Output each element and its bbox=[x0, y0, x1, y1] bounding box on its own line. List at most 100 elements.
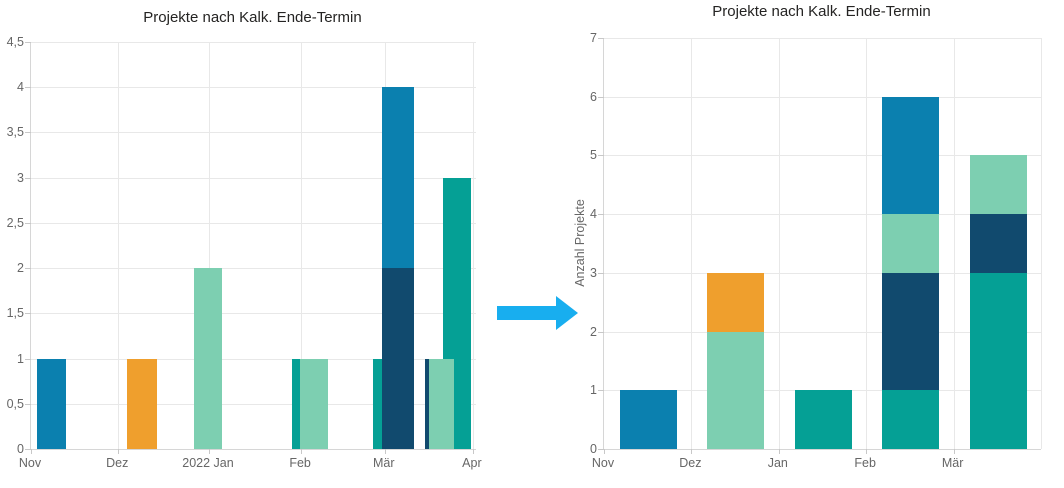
y-gridline bbox=[31, 177, 476, 179]
y-tick-label: 0 bbox=[590, 441, 597, 456]
x-tick-label: Jan bbox=[767, 456, 788, 470]
y-tick-mark bbox=[25, 358, 31, 360]
y-tick-mark bbox=[598, 449, 604, 450]
y-tick-mark bbox=[598, 155, 604, 157]
y-tick-label: 3 bbox=[17, 170, 24, 185]
y-gridline bbox=[31, 403, 476, 405]
y-gridline bbox=[31, 358, 476, 360]
x-gridline bbox=[866, 38, 868, 449]
x-tick-mark bbox=[118, 449, 120, 454]
x-tick-mark bbox=[472, 449, 474, 454]
bar-segment[interactable] bbox=[425, 358, 430, 449]
x-tick-mark bbox=[691, 449, 693, 454]
x-tick-label: Feb bbox=[289, 456, 311, 470]
transform-arrow-icon bbox=[497, 296, 578, 330]
x-gridline bbox=[472, 42, 474, 449]
x-tick-label: Nov bbox=[591, 456, 615, 470]
y-tick-mark bbox=[25, 403, 31, 405]
y-tick-label: 4 bbox=[17, 79, 24, 94]
x-tick-mark bbox=[604, 449, 605, 454]
x-tick-mark bbox=[301, 449, 303, 454]
y-tick-mark bbox=[25, 132, 31, 134]
x-tick-mark bbox=[953, 449, 955, 454]
y-tick-mark bbox=[25, 87, 31, 89]
stacked-bar-segment[interactable] bbox=[882, 214, 940, 273]
stacked-bar-segment[interactable] bbox=[619, 390, 677, 449]
stacked-bar-segment[interactable] bbox=[707, 331, 765, 449]
y-gridline bbox=[31, 222, 476, 224]
right-plot-area bbox=[598, 38, 1042, 454]
stacked-bar-segment[interactable] bbox=[882, 96, 940, 215]
y-tick-mark bbox=[25, 449, 31, 450]
stacked-bar-segment[interactable] bbox=[794, 390, 852, 449]
x-tick-label: 2022 Jan bbox=[182, 456, 234, 470]
y-tick-mark bbox=[25, 313, 31, 315]
stacked-bar-segment[interactable] bbox=[882, 272, 940, 391]
arrow-shaft bbox=[497, 306, 556, 320]
x-gridline bbox=[209, 42, 210, 449]
x-gridline bbox=[1041, 38, 1042, 449]
y-tick-label: 4 bbox=[590, 206, 597, 221]
x-tick-label: Nov bbox=[18, 456, 42, 470]
x-tick-label: Dez bbox=[106, 456, 129, 470]
x-gridline bbox=[118, 42, 120, 449]
y-gridline bbox=[604, 96, 1041, 98]
x-tick-mark bbox=[31, 449, 32, 454]
x-gridline bbox=[301, 42, 303, 449]
y-tick-label: 3,5 bbox=[6, 125, 24, 140]
stacked-bar-segment[interactable] bbox=[882, 390, 940, 449]
y-gridline bbox=[604, 155, 1041, 157]
y-gridline bbox=[31, 87, 476, 89]
bar-segment[interactable] bbox=[127, 358, 157, 449]
left-chart: Projekte nach Kalk. Ende-Termin 0 0,5 1 1,5… bbox=[0, 0, 530, 488]
stacked-bar-segment[interactable] bbox=[707, 272, 765, 332]
x-tick-mark bbox=[384, 449, 386, 454]
x-tick-label: Feb bbox=[854, 456, 876, 470]
y-tick-label: 4,5 bbox=[6, 34, 24, 49]
left-y-axis-labels: 0 0,5 1 1,5 2 2,5 3 3,5 4 4,5 bbox=[0, 36, 24, 455]
y-tick-label: 1 bbox=[590, 383, 597, 398]
y-tick-mark bbox=[598, 96, 604, 98]
bar-segment[interactable] bbox=[429, 358, 454, 449]
right-x-axis-labels: Nov Dez Jan Feb Mär bbox=[592, 456, 1040, 474]
y-tick-mark bbox=[598, 272, 604, 274]
y-gridline bbox=[31, 313, 476, 315]
y-tick-mark bbox=[598, 214, 604, 216]
y-gridline bbox=[31, 42, 476, 43]
x-tick-mark bbox=[778, 449, 780, 454]
bar-segment[interactable] bbox=[300, 358, 329, 449]
y-gridline bbox=[31, 132, 476, 134]
y-tick-mark bbox=[25, 268, 31, 270]
y-tick-mark bbox=[25, 222, 31, 224]
bar-segment[interactable] bbox=[291, 358, 300, 449]
bar-segment[interactable] bbox=[382, 268, 415, 449]
y-tick-label: 2,5 bbox=[6, 215, 24, 230]
y-gridline bbox=[31, 268, 476, 270]
bar-segment[interactable] bbox=[193, 268, 222, 449]
y-tick-label: 0,5 bbox=[6, 396, 24, 411]
stacked-bar-segment[interactable] bbox=[969, 214, 1027, 273]
x-tick-label: Apr bbox=[462, 456, 482, 470]
y-tick-mark bbox=[25, 177, 31, 179]
stacked-bar-segment[interactable] bbox=[969, 272, 1027, 449]
y-tick-label: 1,5 bbox=[6, 306, 24, 321]
x-gridline bbox=[953, 38, 955, 449]
x-tick-label: Mär bbox=[941, 456, 964, 470]
y-gridline bbox=[604, 331, 1041, 333]
y-tick-label: 5 bbox=[590, 148, 597, 163]
right-y-axis-labels: 0 1 2 3 4 5 6 7 bbox=[573, 32, 597, 455]
right-chart: Projekte nach Kalk. Ende-Termin Anzahl P… bbox=[560, 0, 1064, 488]
left-plot-area bbox=[25, 42, 476, 454]
y-tick-mark bbox=[598, 38, 604, 39]
x-tick-mark bbox=[866, 449, 868, 454]
y-tick-label: 6 bbox=[590, 89, 597, 104]
left-chart-title: Projekte nach Kalk. Ende-Termin bbox=[143, 9, 362, 26]
bar-segment[interactable] bbox=[37, 358, 66, 449]
x-gridline bbox=[778, 38, 780, 449]
y-tick-label: 3 bbox=[590, 265, 597, 280]
bar-segment[interactable] bbox=[372, 358, 382, 449]
y-tick-mark bbox=[25, 42, 31, 43]
x-gridline bbox=[691, 38, 693, 449]
stacked-bar-segment[interactable] bbox=[969, 155, 1027, 215]
